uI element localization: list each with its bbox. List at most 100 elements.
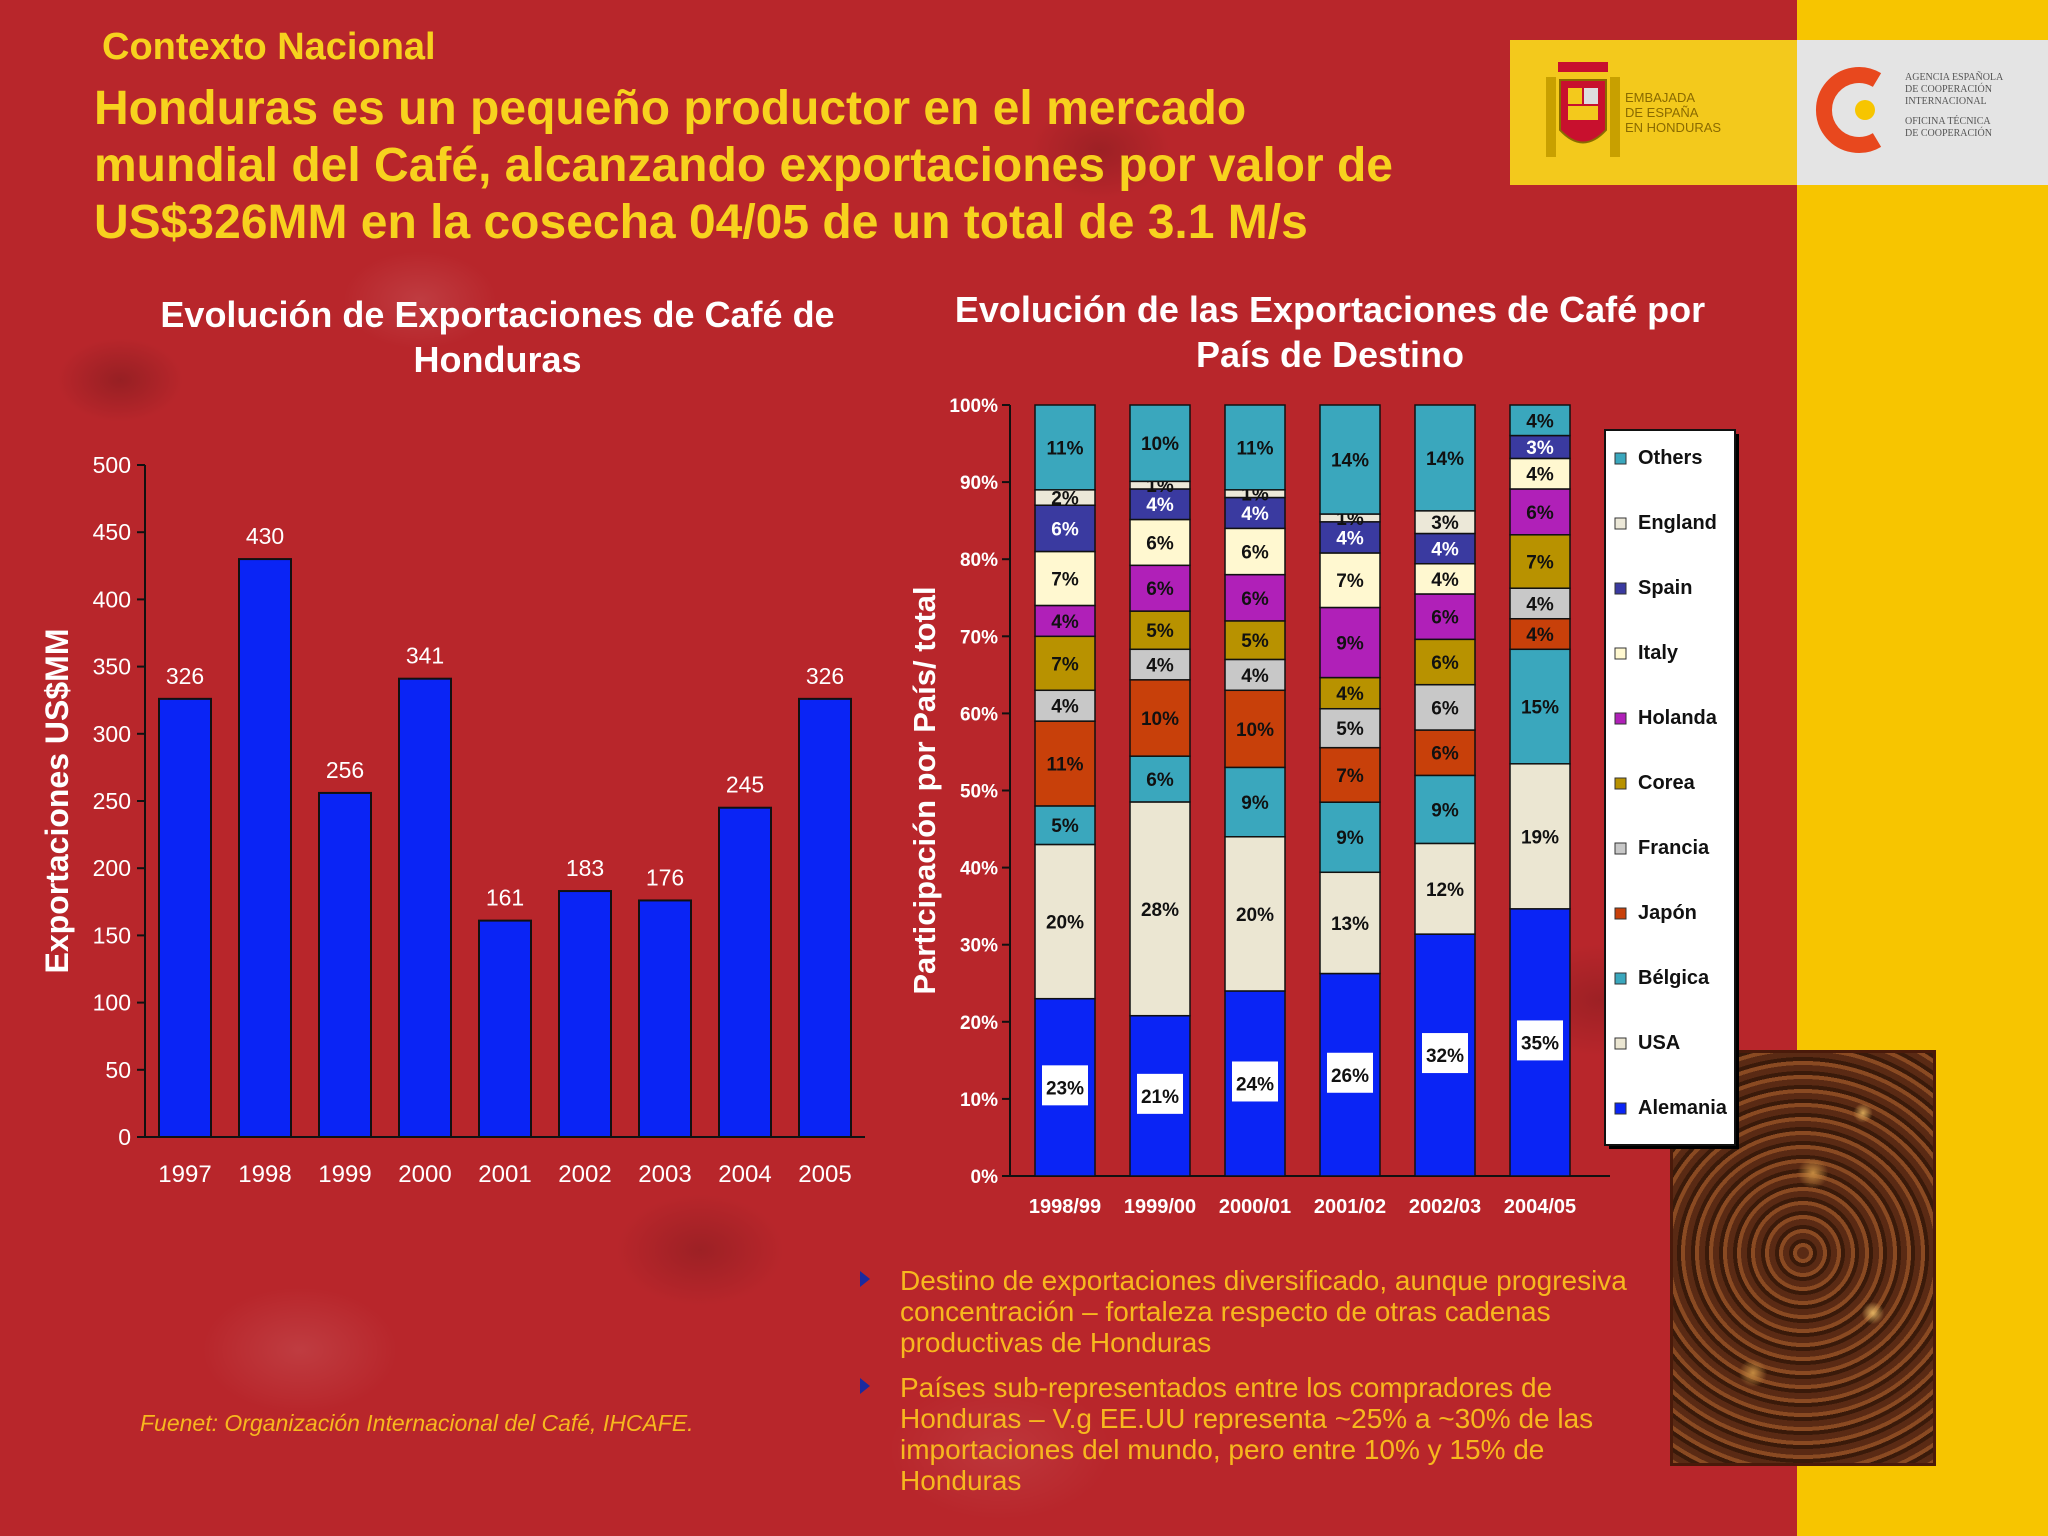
x-tick-label: 1999/00 bbox=[1124, 1196, 1196, 1218]
stacked-segment bbox=[1224, 404, 1286, 491]
data-label-box bbox=[1042, 1065, 1088, 1106]
x-tick-label: 2002 bbox=[558, 1161, 611, 1188]
stacked-segment bbox=[1319, 521, 1381, 554]
y-tick-label: 100 bbox=[93, 990, 131, 1016]
legend-entry-label: Holanda bbox=[1638, 707, 1718, 729]
y-tick-label: 450 bbox=[93, 519, 131, 545]
segment-data-label: 14% bbox=[1331, 451, 1369, 472]
stacked-segment bbox=[1034, 805, 1096, 846]
stacked-segment bbox=[1224, 689, 1286, 769]
segment-data-label: 2% bbox=[1051, 489, 1079, 510]
segment-data-label: 4% bbox=[1526, 465, 1554, 486]
segment-data-label: 4% bbox=[1146, 656, 1174, 677]
y-tick-label: 500 bbox=[93, 452, 131, 478]
segment-data-label: 10% bbox=[1236, 720, 1274, 741]
segment-data-label: 14% bbox=[1426, 449, 1464, 470]
segment-data-label: 24% bbox=[1236, 1074, 1274, 1095]
x-tick-label: 1997 bbox=[158, 1161, 211, 1188]
segment-data-label: 19% bbox=[1521, 827, 1559, 848]
right-chart-title: Evolución de las Exportaciones de Café p… bbox=[954, 289, 1706, 375]
stacked-segment bbox=[1319, 606, 1381, 679]
y-tick-label: 70% bbox=[960, 627, 998, 648]
segment-data-label: 3% bbox=[1526, 438, 1554, 459]
stacked-segment bbox=[1319, 871, 1381, 975]
data-label-box bbox=[1327, 1052, 1373, 1093]
data-label-box bbox=[1137, 1073, 1183, 1114]
segment-data-label: 32% bbox=[1426, 1046, 1464, 1067]
x-tick-label: 2000 bbox=[398, 1161, 451, 1188]
bar-value-label: 245 bbox=[726, 772, 764, 798]
data-label-box bbox=[1517, 1020, 1563, 1061]
stacked-segment bbox=[1414, 562, 1476, 595]
legend-swatch bbox=[1614, 777, 1627, 790]
stacked-segment bbox=[1034, 404, 1096, 491]
legend-entry-label: England bbox=[1638, 512, 1717, 534]
legend-entry-label: Others bbox=[1638, 447, 1702, 469]
segment-data-label: 6% bbox=[1241, 542, 1269, 563]
y-tick-label: 80% bbox=[960, 550, 998, 571]
y-tick-label: 250 bbox=[93, 788, 131, 814]
stacked-segment bbox=[1509, 457, 1571, 490]
segment-data-label: 6% bbox=[1431, 744, 1459, 765]
stacked-segment bbox=[1414, 683, 1476, 731]
stacked-segment bbox=[1509, 534, 1571, 589]
stacked-segment bbox=[1319, 707, 1381, 749]
x-tick-label: 2005 bbox=[798, 1161, 851, 1188]
bar bbox=[318, 791, 372, 1138]
segment-data-label: 9% bbox=[1431, 800, 1459, 821]
y-tick-label: 50 bbox=[105, 1057, 131, 1083]
bar bbox=[398, 677, 452, 1138]
segment-data-label: 4% bbox=[1336, 684, 1364, 705]
y-tick-label: 300 bbox=[93, 721, 131, 747]
x-tick-label: 2000/01 bbox=[1219, 1196, 1291, 1218]
legend-entry-label: Alemania bbox=[1638, 1097, 1728, 1119]
segment-data-label: 9% bbox=[1336, 634, 1364, 655]
y-tick-label: 0 bbox=[118, 1124, 131, 1150]
segment-data-label: 6% bbox=[1146, 533, 1174, 554]
stacked-segment bbox=[1319, 404, 1381, 515]
stacked-segment bbox=[1129, 755, 1191, 803]
y-axis-label: Exportaciones US$MM bbox=[39, 629, 75, 974]
segment-data-label: 6% bbox=[1431, 698, 1459, 719]
stacked-segment bbox=[1034, 550, 1096, 607]
y-tick-label: 200 bbox=[93, 855, 131, 881]
segment-data-label: 6% bbox=[1431, 608, 1459, 629]
bullet-arrow-icon bbox=[860, 1378, 870, 1394]
y-tick-label: 350 bbox=[93, 654, 131, 680]
legend-entry-label: Francia bbox=[1638, 837, 1710, 859]
bar bbox=[238, 558, 292, 1138]
segment-data-label: 5% bbox=[1241, 631, 1269, 652]
bar bbox=[718, 806, 772, 1138]
y-tick-label: 50% bbox=[960, 782, 998, 803]
stacked-segment bbox=[1034, 504, 1096, 553]
bullet-list: Destino de exportaciones diversificado, … bbox=[860, 1265, 1670, 1510]
stacked-segment bbox=[1129, 518, 1191, 567]
left-chart-title: Evolución de Exportaciones de Café de Ho… bbox=[160, 294, 835, 380]
segment-data-label: 6% bbox=[1526, 503, 1554, 524]
bar bbox=[558, 890, 612, 1138]
y-tick-label: 0% bbox=[971, 1167, 999, 1188]
bar-value-label: 341 bbox=[406, 643, 444, 669]
segment-data-label: 7% bbox=[1051, 654, 1079, 675]
segment-data-label: 4% bbox=[1241, 504, 1269, 525]
segment-data-label: 11% bbox=[1047, 438, 1084, 459]
legend-swatch bbox=[1614, 712, 1627, 725]
segment-data-label: 4% bbox=[1526, 411, 1554, 432]
bar bbox=[798, 697, 852, 1138]
stacked-segment bbox=[1034, 720, 1096, 807]
bullet-arrow-icon bbox=[860, 1271, 870, 1287]
segment-data-label: 4% bbox=[1051, 697, 1079, 718]
bar-value-label: 326 bbox=[166, 663, 204, 689]
y-tick-label: 40% bbox=[960, 859, 998, 880]
bar-value-label: 430 bbox=[246, 523, 284, 549]
segment-data-label: 3% bbox=[1431, 513, 1459, 534]
legend-entry-label: Italy bbox=[1638, 642, 1679, 664]
stacked-segment bbox=[1129, 801, 1191, 1017]
x-tick-label: 2003 bbox=[638, 1161, 691, 1188]
segment-data-label: 10% bbox=[1141, 709, 1179, 730]
stacked-segment bbox=[1034, 689, 1096, 722]
segment-data-label: 20% bbox=[1046, 913, 1084, 934]
segment-data-label: 4% bbox=[1526, 625, 1554, 646]
legend-entry-label: USA bbox=[1638, 1032, 1680, 1054]
x-tick-label: 2002/03 bbox=[1409, 1196, 1481, 1218]
